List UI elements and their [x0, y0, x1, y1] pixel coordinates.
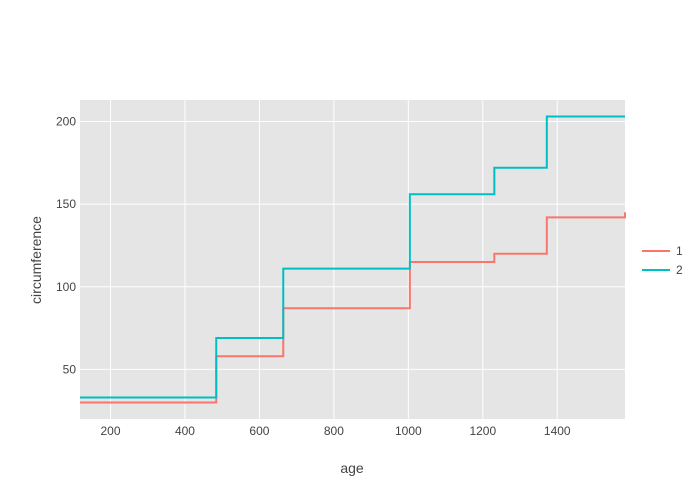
grid-lines	[80, 100, 625, 419]
series-lines	[80, 115, 626, 404]
legend[interactable]: 12	[642, 244, 683, 277]
x-tick-label: 1000	[395, 424, 422, 438]
x-tick-label: 200	[101, 424, 121, 438]
plot-background	[80, 100, 625, 419]
series-line-2	[80, 115, 625, 399]
legend-label: 1	[676, 244, 683, 258]
x-axis-title: age	[340, 460, 364, 476]
x-tick-label: 400	[175, 424, 195, 438]
x-tick-label: 1400	[544, 424, 571, 438]
x-tick-label: 1200	[469, 424, 496, 438]
y-axis-title: circumference	[28, 216, 44, 304]
y-tick-label: 50	[63, 362, 77, 376]
x-tick-labels: 200 400 600 800 1000 1200 1400	[101, 424, 571, 438]
x-tick-label: 600	[249, 424, 269, 438]
legend-item-2[interactable]: 2	[642, 263, 683, 277]
y-tick-label: 200	[56, 114, 76, 128]
legend-item-1[interactable]: 1	[642, 244, 683, 258]
y-tick-labels: 50 100 150 200	[56, 114, 76, 376]
y-tick-label: 150	[56, 197, 76, 211]
legend-label: 2	[676, 263, 683, 277]
y-tick-label: 100	[56, 280, 76, 294]
x-tick-label: 800	[324, 424, 344, 438]
